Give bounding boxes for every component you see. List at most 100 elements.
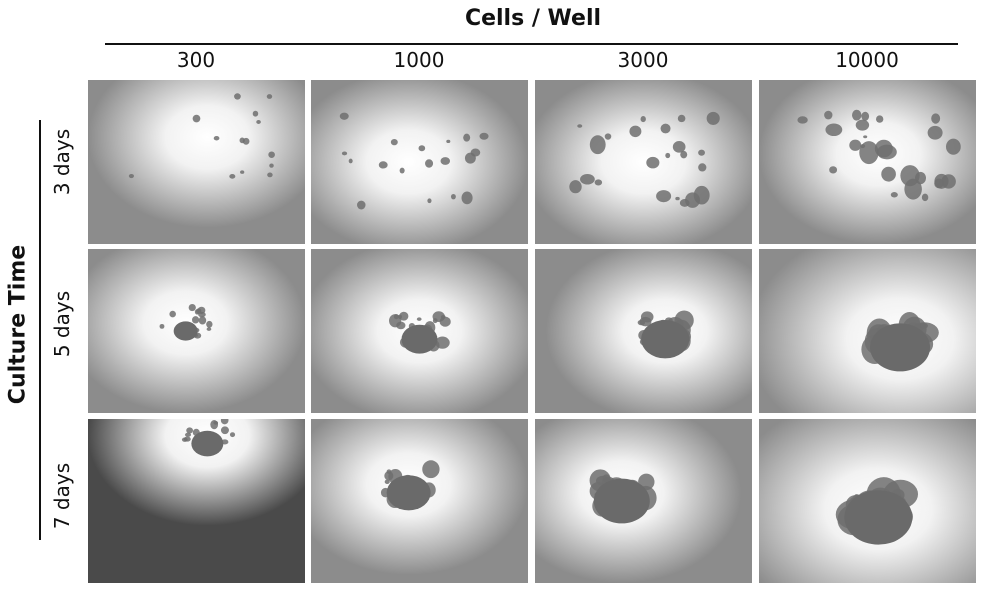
cell-cluster	[461, 191, 473, 205]
cell-cluster	[440, 157, 451, 165]
column-label: 1000	[393, 48, 445, 72]
micrograph	[88, 80, 305, 244]
cell-cluster	[269, 163, 274, 168]
cell-cluster	[184, 432, 192, 437]
cell-cluster	[242, 137, 250, 145]
cell-cluster	[665, 152, 671, 159]
cell-cluster	[604, 133, 612, 140]
cell-cluster	[252, 110, 259, 117]
column-header: Cells / Well	[464, 6, 602, 31]
spheroid	[401, 324, 438, 354]
cell-cluster	[900, 165, 920, 187]
cell-cluster	[446, 139, 451, 144]
spheroid	[844, 490, 913, 545]
spheroid	[870, 323, 931, 372]
cell-cluster	[698, 149, 705, 156]
cell-cluster	[824, 110, 833, 120]
cell-cluster	[861, 111, 870, 121]
cell-cluster	[128, 173, 134, 179]
cell-cluster	[439, 316, 451, 327]
micrograph	[311, 80, 528, 244]
cell-cluster	[660, 123, 671, 134]
micrograph	[759, 80, 976, 244]
cell-cluster	[348, 158, 353, 164]
cell-cluster	[220, 426, 229, 435]
cell-cluster	[829, 166, 838, 174]
cell-cluster	[797, 116, 808, 124]
cell-cluster	[450, 193, 456, 200]
cell-cluster	[220, 419, 229, 425]
row-header: Culture Time	[5, 244, 31, 405]
row-rule	[39, 120, 41, 540]
cell-cluster	[422, 460, 440, 479]
cell-cluster	[188, 303, 196, 312]
cell-cluster	[927, 125, 943, 140]
cell-cluster	[706, 111, 720, 125]
cell-cluster	[229, 432, 236, 438]
cell-cluster	[479, 132, 489, 140]
column-label: 300	[176, 48, 216, 72]
spheroid	[191, 430, 224, 457]
cell-cluster	[874, 139, 893, 158]
cell-cluster	[656, 190, 672, 203]
column-label: 3000	[617, 48, 669, 72]
row-label: 3 days	[50, 128, 74, 196]
cell-cluster	[268, 151, 275, 158]
cell-cluster	[416, 317, 422, 321]
cell-cluster	[852, 109, 862, 121]
micrograph	[311, 419, 528, 583]
cell-cluster	[855, 119, 870, 131]
cell-cluster	[194, 309, 200, 315]
cell-cluster	[390, 138, 398, 146]
cell-cluster	[890, 192, 898, 198]
cell-cluster	[863, 135, 868, 139]
micrograph	[759, 249, 976, 413]
cell-cluster	[646, 156, 660, 169]
cell-cluster	[881, 166, 896, 182]
cell-cluster	[825, 123, 843, 137]
cell-cluster	[629, 125, 642, 138]
row-label: 7 days	[50, 462, 74, 530]
cell-cluster	[384, 479, 390, 485]
cell-cluster	[589, 135, 606, 155]
cell-cluster	[341, 151, 348, 156]
cell-cluster	[169, 310, 176, 318]
cell-cluster	[594, 179, 603, 186]
cell-cluster	[399, 167, 405, 174]
cell-cluster	[229, 174, 236, 179]
cell-cluster	[234, 93, 241, 100]
background	[311, 80, 528, 244]
cell-cluster	[267, 172, 273, 178]
cell-cluster	[399, 311, 409, 321]
spheroid	[593, 478, 650, 524]
cell-cluster	[357, 200, 366, 210]
cell-cluster	[389, 314, 402, 328]
cell-cluster	[945, 138, 961, 155]
cell-cluster	[425, 159, 434, 168]
cell-cluster	[192, 114, 201, 123]
micrograph	[311, 249, 528, 413]
spheroid	[173, 321, 198, 341]
cell-cluster	[213, 135, 220, 141]
cell-cluster	[680, 150, 688, 159]
cell-cluster	[378, 161, 388, 169]
cell-cluster	[463, 133, 471, 142]
cell-cluster	[580, 173, 595, 185]
cell-cluster	[206, 327, 212, 331]
cell-cluster	[849, 139, 862, 151]
cell-cluster	[639, 316, 652, 327]
cell-cluster	[470, 148, 481, 157]
column-label: 10000	[835, 48, 899, 72]
cell-cluster	[266, 94, 273, 99]
cell-cluster	[675, 196, 680, 201]
cell-cluster	[931, 113, 941, 124]
cell-cluster	[198, 316, 207, 325]
cell-cluster	[685, 192, 701, 208]
cell-cluster	[859, 141, 879, 165]
cell-cluster	[921, 193, 929, 202]
cell-cluster	[197, 306, 206, 314]
micrograph	[88, 419, 305, 583]
header-rule	[105, 43, 958, 45]
cell-cluster	[418, 145, 426, 152]
